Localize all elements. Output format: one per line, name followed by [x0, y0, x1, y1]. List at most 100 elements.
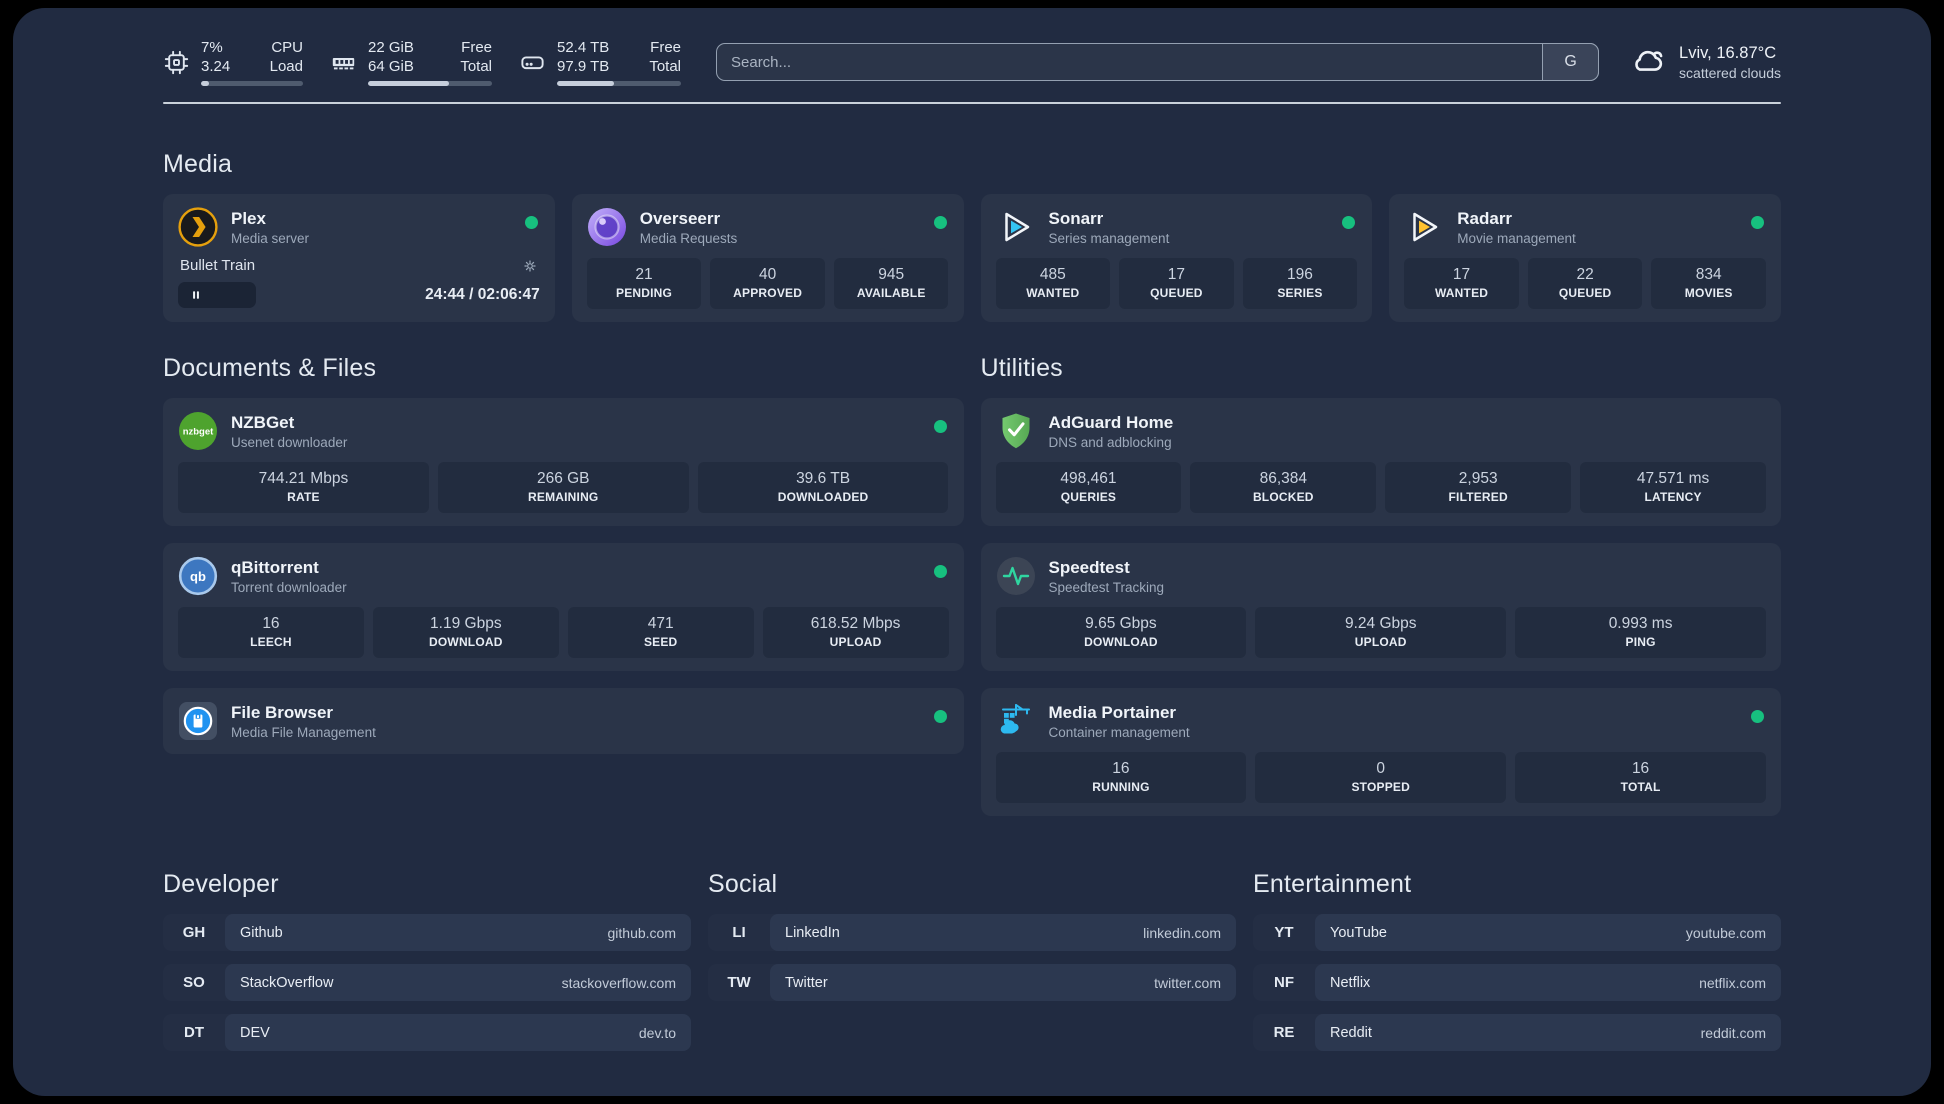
section-title-documents: Documents & Files — [163, 354, 377, 382]
bookmark-name: DEV — [240, 1024, 270, 1041]
service-title: NZBGet — [231, 412, 295, 432]
qbittorrent-icon: qb — [178, 556, 218, 596]
service-card-overseerr[interactable]: Overseerr Media Requests 21 PENDING 40 A… — [571, 194, 964, 322]
disk-icon — [519, 49, 546, 76]
weather-location-temperature: Lviv, 16.87°C — [1679, 43, 1777, 62]
disk-total-label: Total — [649, 58, 681, 75]
bookmark-abbr: GH — [182, 924, 206, 941]
bookmark-group-social: Social LI LinkedIn linkedin.com TW Twitt… — [708, 870, 1236, 1001]
service-card-plex[interactable]: Plex Media server Bullet Train — [163, 194, 555, 322]
stat-ping: 0.993 ms PING — [1515, 607, 1766, 658]
stat-queries: 498,461 QUERIES — [995, 462, 1182, 513]
plex-icon — [178, 207, 218, 247]
speedtest-icon — [996, 556, 1036, 596]
service-card-nzbget[interactable]: nzbget NZBGet Usenet downloader 744.21 M… — [163, 398, 964, 526]
service-subtitle: Usenet downloader — [231, 434, 348, 450]
stat-download: 1.19 Gbps DOWNLOAD — [372, 607, 559, 658]
service-title: AdGuard Home — [1048, 412, 1174, 432]
bookmark-name: YouTube — [1330, 924, 1387, 941]
section-title-utilities: Utilities — [980, 354, 1063, 382]
svg-text:nzbget: nzbget — [183, 426, 214, 437]
stat-available: 945 AVAILABLE — [833, 258, 949, 309]
service-subtitle: Media server — [231, 230, 310, 246]
bookmark-stackoverflow[interactable]: SO StackOverflow stackoverflow.com — [163, 964, 691, 1001]
service-title: Radarr — [1457, 208, 1513, 228]
service-title: File Browser — [231, 702, 334, 722]
memory-progress-fill — [368, 81, 449, 86]
bookmark-linkedin[interactable]: LI LinkedIn linkedin.com — [708, 914, 1236, 951]
stat-queued: 17 QUEUED — [1119, 258, 1234, 309]
stat-leech: 16 LEECH — [178, 607, 364, 658]
service-card-media-portainer[interactable]: Media Portainer Container management 16 … — [980, 688, 1781, 816]
disk-total-value: 97.9 TB — [557, 58, 610, 75]
adguard-icon — [996, 411, 1036, 451]
bookmark-github[interactable]: GH Github github.com — [163, 914, 691, 951]
status-dot — [1751, 710, 1764, 723]
bookmark-group-title: Social — [708, 870, 778, 898]
service-title: Overseerr — [639, 208, 721, 228]
search-provider-button[interactable]: G — [1542, 43, 1600, 81]
bookmark-abbr: RE — [1273, 1024, 1295, 1041]
search-input[interactable] — [716, 43, 1600, 81]
memory-free-label: Free — [461, 39, 492, 56]
stat-pending: 21 PENDING — [586, 258, 702, 309]
status-dot — [933, 216, 947, 229]
bookmark-netflix[interactable]: NF Netflix netflix.com — [1253, 964, 1781, 1001]
bookmark-reddit[interactable]: RE Reddit reddit.com — [1253, 1014, 1781, 1051]
service-subtitle: Container management — [1048, 724, 1190, 740]
resource-disk: 52.4 TB 97.9 TB Free Total — [519, 38, 681, 86]
radarr-icon — [1404, 207, 1444, 247]
stat-blocked: 86,384 BLOCKED — [1190, 462, 1377, 513]
bookmark-url: stackoverflow.com — [561, 974, 676, 991]
bookmark-youtube[interactable]: YT YouTube youtube.com — [1253, 914, 1781, 951]
service-card-radarr[interactable]: Radarr Movie management 17 WANTED 22 QUE… — [1389, 194, 1781, 322]
service-card-file-browser[interactable]: File Browser Media File Management — [163, 688, 964, 754]
section-documents-files: Documents & Files nzbget NZBGet U — [163, 354, 964, 754]
service-card-qbittorrent[interactable]: qb qBittorrent Torrent downloader 16 LEE… — [163, 543, 964, 671]
service-title: qBittorrent — [231, 557, 319, 577]
stat-series: 196 SERIES — [1242, 258, 1358, 309]
service-subtitle: DNS and adblocking — [1048, 434, 1172, 450]
cpu-icon — [163, 49, 190, 76]
stat-latency: 47.571 ms LATENCY — [1580, 462, 1766, 513]
resource-cpu: 7% 3.24 CPU Load — [163, 38, 303, 86]
bookmark-url: reddit.com — [1700, 1024, 1766, 1041]
stat-upload: 618.52 Mbps UPLOAD — [762, 607, 949, 658]
stat-total: 16 TOTAL — [1515, 752, 1766, 803]
bookmark-twitter[interactable]: TW Twitter twitter.com — [708, 964, 1236, 1001]
weather-widget: Lviv, 16.87°C scattered clouds — [1629, 41, 1781, 83]
service-title: Media Portainer — [1048, 702, 1177, 722]
bookmark-url: youtube.com — [1685, 924, 1766, 941]
bookmark-name: Reddit — [1330, 1024, 1372, 1041]
bookmark-abbr: LI — [732, 924, 746, 941]
disk-progress-fill — [557, 81, 615, 86]
file-browser-icon — [178, 701, 218, 741]
bookmark-group-title: Developer — [163, 870, 279, 898]
cpu-progress-fill — [201, 81, 210, 86]
stat-rate: 744.21 Mbps RATE — [178, 462, 429, 513]
bookmark-name: Netflix — [1330, 974, 1371, 991]
stat-movies: 834 MOVIES — [1651, 258, 1766, 309]
cpu-load-label: Load — [269, 58, 303, 75]
service-card-adguard-home[interactable]: AdGuard Home DNS and adblocking 498,461 … — [980, 398, 1781, 526]
stat-downloaded: 39.6 TB DOWNLOADED — [697, 462, 949, 513]
status-dot — [1342, 216, 1356, 229]
search-bar: G — [716, 43, 1600, 81]
overseerr-icon — [587, 207, 627, 247]
bookmark-dev[interactable]: DT DEV dev.to — [163, 1014, 691, 1051]
weather-condition: scattered clouds — [1679, 64, 1781, 81]
service-subtitle: Speedtest Tracking — [1048, 579, 1165, 595]
bookmark-abbr: YT — [1274, 924, 1294, 941]
service-card-speedtest[interactable]: Speedtest Speedtest Tracking 9.65 Gbps D… — [980, 543, 1781, 671]
memory-progress-bar — [368, 81, 492, 86]
stat-wanted: 485 WANTED — [995, 258, 1111, 309]
bookmark-abbr: SO — [183, 974, 205, 991]
stat-approved: 40 APPROVED — [710, 258, 825, 309]
bookmark-abbr: DT — [184, 1024, 204, 1041]
bookmark-url: linkedin.com — [1143, 924, 1221, 941]
cpu-progress-bar — [201, 81, 303, 86]
service-card-sonarr[interactable]: Sonarr Series management 485 WANTED 17 Q… — [980, 194, 1373, 322]
memory-total-label: Total — [460, 58, 492, 75]
disk-progress-bar — [557, 81, 681, 86]
